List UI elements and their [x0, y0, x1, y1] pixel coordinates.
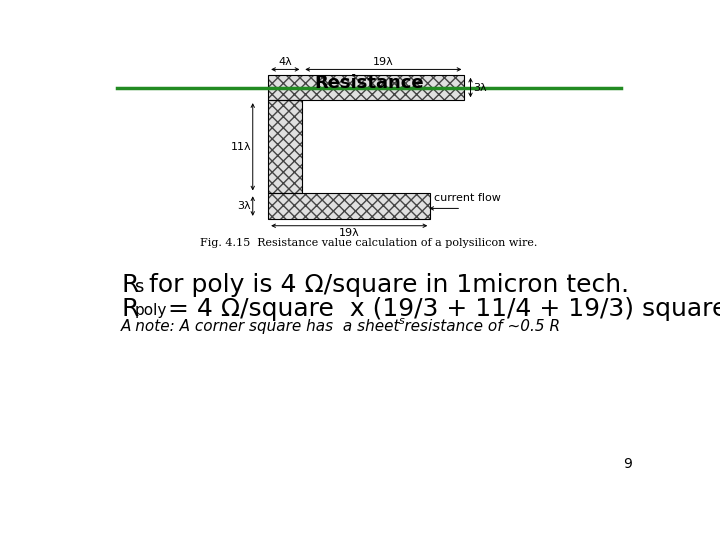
Text: 19λ: 19λ — [339, 228, 359, 238]
Text: 4λ: 4λ — [279, 57, 292, 67]
Text: s: s — [400, 316, 405, 326]
Text: A note: A corner square has  a sheet resistance of ~0.5 R: A note: A corner square has a sheet resi… — [121, 319, 561, 334]
Text: for poly is 4 Ω/square in 1micron tech.: for poly is 4 Ω/square in 1micron tech. — [141, 273, 629, 296]
Text: 19λ: 19λ — [373, 57, 394, 67]
Text: current flow: current flow — [434, 193, 501, 203]
Bar — [269, 193, 431, 219]
Text: s: s — [134, 278, 143, 296]
Text: R: R — [121, 298, 138, 321]
Bar — [269, 100, 302, 193]
Bar — [269, 75, 464, 100]
Bar — [269, 193, 431, 219]
Text: 9: 9 — [624, 457, 632, 471]
Text: 3λ: 3λ — [238, 201, 251, 211]
Text: 3λ: 3λ — [473, 83, 487, 92]
Text: Resistance: Resistance — [314, 74, 424, 92]
Text: Fig. 4.15  Resistance value calculation of a polysilicon wire.: Fig. 4.15 Resistance value calculation o… — [200, 238, 538, 248]
Bar — [269, 75, 464, 100]
Bar — [269, 100, 302, 193]
Text: = 4 Ω/square  x (19/3 + 11/4 + 19/3) squares = 61.6 Ω.: = 4 Ω/square x (19/3 + 11/4 + 19/3) squa… — [160, 298, 720, 321]
Text: poly: poly — [134, 303, 166, 318]
Text: 11λ: 11λ — [230, 142, 251, 152]
Text: R: R — [121, 273, 138, 296]
